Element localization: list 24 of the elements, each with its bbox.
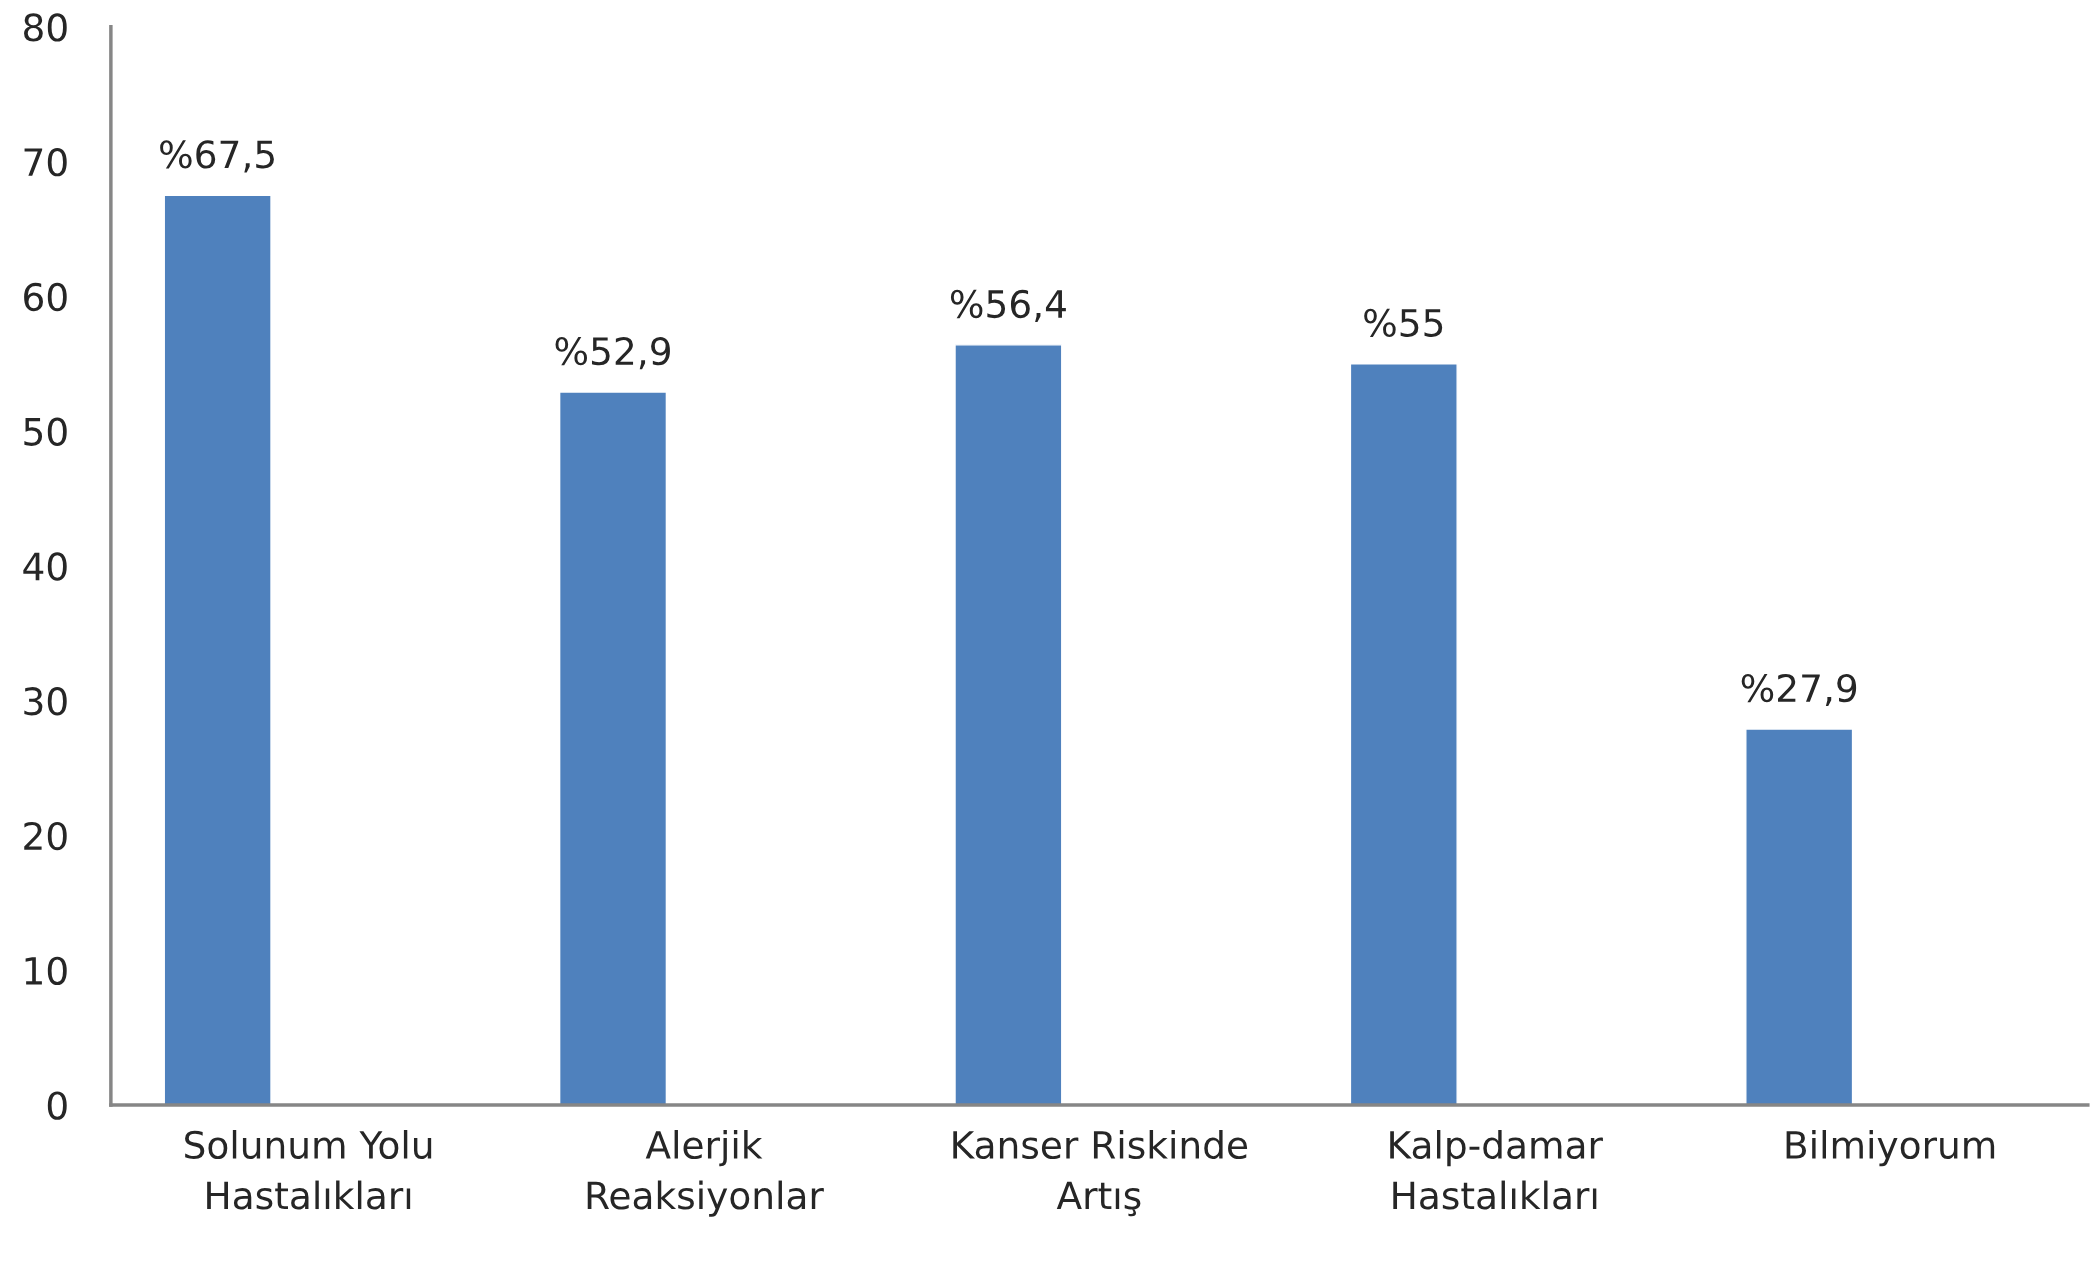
x-tick-label: Kanser Riskinde Artış [953, 1130, 1248, 1217]
data-label: %56,4 [950, 289, 1066, 322]
x-tick-label: Alerjik Reaksiyonlar [587, 1130, 824, 1217]
x-tick-label: Bilmiyorum [1786, 1130, 1995, 1167]
bar [558, 391, 668, 1106]
y-tick-label: 60 [24, 282, 67, 312]
data-label: %52,9 [555, 336, 670, 370]
x-tick-label: Kalp-damar Hastalıkları [1390, 1130, 1603, 1210]
y-tick-label: 0 [47, 1091, 67, 1120]
bar [163, 194, 272, 1106]
x-tick-label: Solunum Yolu Hastalıkları [185, 1130, 432, 1210]
y-tick-label: 70 [24, 147, 67, 177]
y-tick-label: 10 [25, 956, 67, 986]
data-label: %55 [1364, 308, 1443, 338]
y-tick-label: 50 [24, 417, 67, 446]
data-label: %27,9 [1741, 673, 1857, 707]
data-label: %67,5 [160, 140, 274, 173]
y-tick-label: 80 [24, 13, 67, 42]
bar [1745, 728, 1854, 1106]
y-tick-label: 40 [23, 552, 67, 581]
bar [1349, 363, 1458, 1106]
bar [954, 344, 1063, 1106]
y-tick-label: 30 [24, 687, 67, 716]
y-tick-label: 20 [24, 821, 67, 851]
